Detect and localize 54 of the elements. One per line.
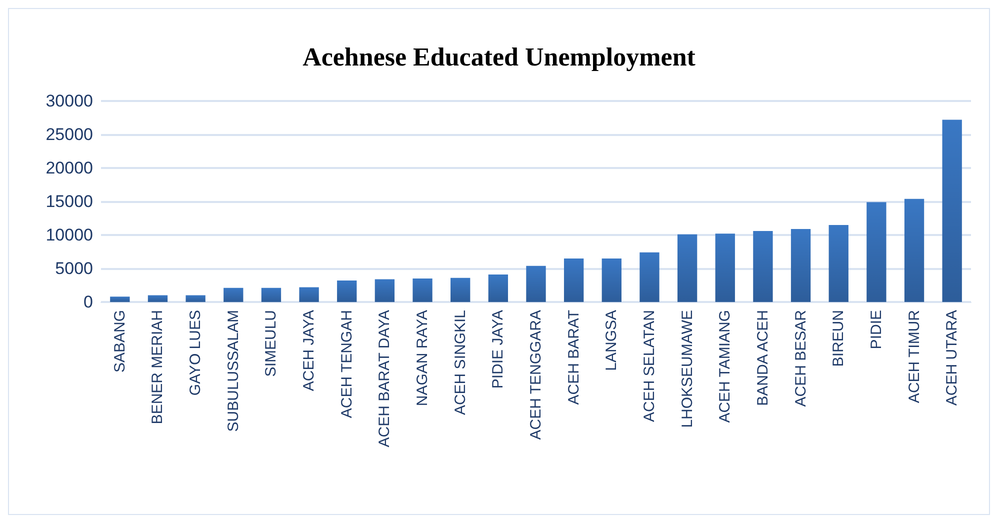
- bar: [640, 252, 660, 302]
- bar: [261, 288, 282, 302]
- y-tick-label: 10000: [46, 226, 93, 244]
- chart-title: Acehnese Educated Unemployment: [302, 42, 696, 72]
- x-tick-label: ACEH TAMIANG: [716, 310, 734, 423]
- bar: [186, 295, 206, 302]
- x-tick-label: LANGSA: [603, 310, 620, 371]
- x-tick-label: SABANG: [111, 310, 128, 373]
- bar: [374, 279, 395, 302]
- y-tick-label: 5000: [55, 259, 93, 278]
- x-tick-label: ACEH SINGKIL: [452, 310, 469, 416]
- y-tick-label: 15000: [46, 192, 93, 211]
- x-tick-label: SUBULUSSALAM: [224, 310, 242, 432]
- bar: [715, 234, 735, 302]
- bar: [942, 120, 962, 302]
- y-tick-label: 30000: [46, 92, 93, 110]
- bar: [337, 280, 357, 302]
- x-tick-label: BENER MERIAH: [149, 310, 166, 424]
- x-tick-label: BANDA ACEH: [754, 310, 772, 406]
- x-tick-label: ACEH TENGGARA: [528, 310, 544, 440]
- bar: [299, 287, 319, 302]
- x-tick-label: LHOKSEUMAWE: [678, 310, 696, 428]
- x-tick-label: PIDIE JAYA: [490, 310, 507, 389]
- x-tick-label: ACEH BARAT: [565, 310, 582, 405]
- x-tick-label: ACEH UTARA: [944, 310, 961, 406]
- bar: [866, 202, 886, 302]
- bar: [904, 198, 924, 302]
- x-tick-label: ACEH TENGAH: [338, 310, 356, 418]
- bar: [110, 296, 130, 302]
- x-tick-label: SIMEULU: [262, 310, 280, 377]
- y-tick-label: 0: [84, 292, 93, 312]
- x-tick-label: PIDIE: [868, 310, 885, 350]
- bar: [828, 224, 848, 302]
- bar: [488, 274, 508, 302]
- x-tick-label: ACEH BARAT DAYA: [376, 310, 394, 448]
- x-tick-label: ACEH JAYA: [300, 310, 318, 392]
- bar: [602, 258, 622, 302]
- bar: [753, 230, 773, 302]
- bar: [412, 278, 432, 302]
- bar: [790, 228, 811, 302]
- bar: [148, 295, 168, 302]
- x-tick-label: ACEH TIMUR: [906, 310, 923, 404]
- x-tick-label: GAYO LUES: [187, 310, 204, 396]
- x-tick-label: ACEH BESAR: [792, 310, 810, 407]
- bar: [677, 234, 698, 302]
- bar: [450, 278, 470, 302]
- bar: [564, 258, 584, 302]
- x-tick-label: ACEH SELATAN: [640, 310, 658, 422]
- x-tick-label: NAGAN RAYA: [414, 310, 432, 406]
- y-tick-label: 25000: [46, 125, 93, 144]
- y-tick-label: 20000: [46, 158, 93, 178]
- x-tick-label: BIREUN: [830, 310, 848, 367]
- bar: [224, 288, 244, 302]
- bar: [526, 266, 546, 302]
